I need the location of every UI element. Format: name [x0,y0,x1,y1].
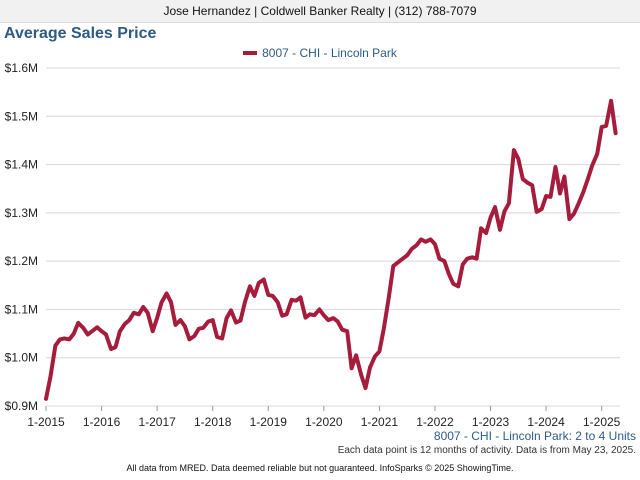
x-tick-label: 1-2020 [305,415,343,429]
x-tick-label: 1-2022 [416,415,454,429]
x-tick-label: 1-2016 [83,415,121,429]
y-tick-label: $1.4M [5,158,38,172]
y-tick-label: $1.5M [5,109,38,123]
footer-disclaimer: All data from MRED. Data deemed reliable… [126,463,514,473]
y-tick-label: $1.6M [5,61,38,75]
data-note: Each data point is 12 months of activity… [337,445,636,456]
x-tick-label: 1-2021 [361,415,399,429]
y-tick-label: $1.0M [5,351,38,365]
x-tick-label: 1-2025 [583,415,621,429]
legend-swatch [243,50,258,55]
y-tick-label: $1.2M [5,254,38,268]
agent-header: Jose Hernandez | Coldwell Banker Realty … [0,0,640,23]
series-line [44,98,618,401]
chart-title: Average Sales Price [4,25,157,42]
x-tick-label: 1-2015 [27,415,65,429]
series-subtitle: 8007 - CHI - Lincoln Park: 2 to 4 Units [433,429,636,443]
y-tick-label: $1.3M [5,206,38,220]
y-tick-label: $0.9M [5,399,38,413]
chart-legend[interactable]: 8007 - CHI - Lincoln Park [0,46,640,60]
x-tick-label: 1-2023 [472,415,510,429]
y-tick-label: $1.1M [5,302,38,316]
x-tick-label: 1-2018 [194,415,232,429]
x-tick-label: 1-2017 [138,415,176,429]
x-tick-label: 1-2019 [250,415,288,429]
legend-label: 8007 - CHI - Lincoln Park [262,46,397,60]
x-tick-label: 1-2024 [527,415,565,429]
